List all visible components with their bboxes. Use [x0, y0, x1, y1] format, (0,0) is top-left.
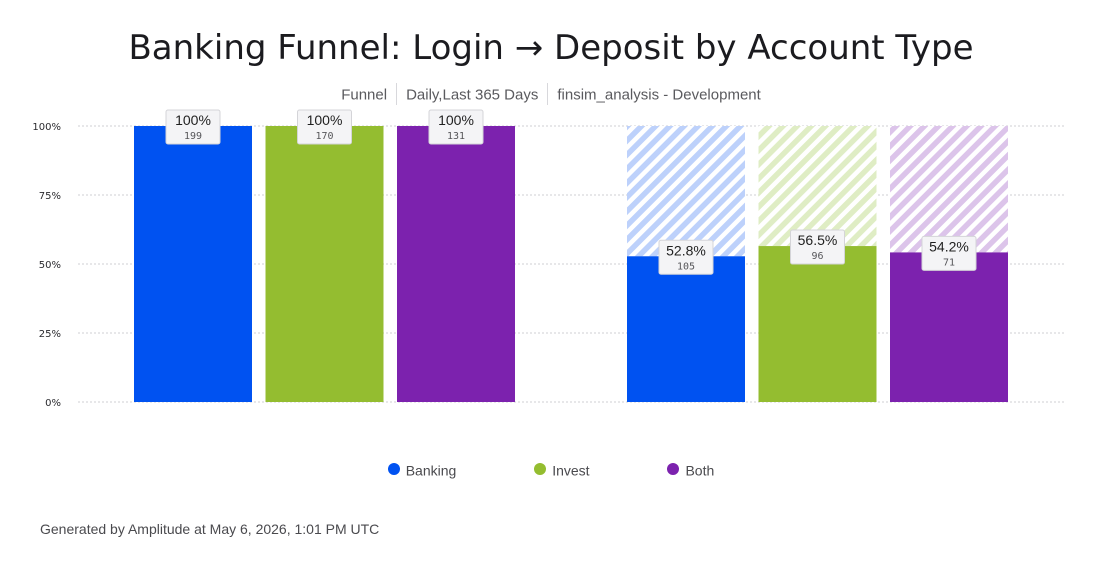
bar-deposit-invest[interactable] [758, 246, 877, 402]
y-tick-label: 100% [32, 122, 61, 133]
dropoff-bar-deposit-invest[interactable] [758, 126, 877, 247]
percent-label: 56.5% [798, 232, 838, 248]
bar-login-invest[interactable] [265, 126, 384, 402]
y-tick-label: 25% [39, 329, 61, 340]
bar-deposit-banking[interactable] [627, 256, 745, 402]
chart-subtitle: Funnel Daily,Last 365 Days finsim_analysis… [0, 83, 1102, 106]
count-label: 105 [677, 261, 695, 272]
data-label-box [790, 229, 845, 265]
data-label-box [428, 109, 484, 145]
chart-legend: Banking Invest Both [0, 461, 1102, 478]
bar-login-banking[interactable] [134, 126, 252, 402]
count-label: 199 [184, 131, 202, 142]
percent-label: 54.2% [929, 238, 969, 254]
legend-dot-both [667, 463, 680, 476]
y-tick-label: 50% [39, 260, 61, 271]
subtitle-divider [396, 83, 398, 105]
y-tick-label: 75% [39, 191, 61, 202]
data-label-box [921, 235, 977, 271]
legend-dot-invest [534, 463, 547, 476]
data-label-box [658, 239, 714, 275]
y-tick-label: 0% [45, 398, 61, 409]
count-label: 131 [447, 131, 465, 142]
chart-title: Banking Funnel: Login → Deposit by Accou… [128, 28, 974, 68]
funnel-chart: 0% 25% 50% 75% 100% 100% 199 100% 170 100% 131 52.… [32, 109, 1064, 409]
count-label: 71 [943, 257, 955, 268]
legend-item-invest[interactable]: Invest [534, 461, 590, 479]
y-axis: 0% 25% 50% 75% 100% [32, 122, 61, 409]
percent-label: 52.8% [666, 242, 706, 258]
count-label: 170 [315, 131, 333, 142]
subtitle-project[interactable]: finsim_analysis - Development [557, 86, 761, 104]
percent-label: 100% [438, 112, 474, 128]
bars[interactable] [134, 126, 1008, 402]
legend-item-banking[interactable]: Banking [387, 461, 457, 479]
dropoff-bar-deposit-both[interactable] [890, 126, 1008, 253]
bar-login-both[interactable] [397, 126, 515, 402]
count-label: 96 [811, 251, 823, 262]
legend-label-invest: Invest [552, 462, 590, 479]
subtitle-chart-type[interactable]: Funnel [341, 86, 388, 104]
dropoff-bar-deposit-banking[interactable] [627, 126, 745, 257]
percent-label: 100% [175, 112, 211, 128]
subtitle-date-range[interactable]: Daily,Last 365 Days [406, 86, 539, 104]
data-label-box [297, 109, 352, 145]
legend-item-both[interactable]: Both [667, 461, 714, 478]
data-label-box [165, 109, 221, 145]
percent-label: 100% [307, 112, 343, 128]
legend-dot-banking [387, 463, 400, 476]
subtitle-divider [547, 83, 549, 105]
bar-deposit-both[interactable] [890, 252, 1008, 402]
generated-footer: Generated by Amplitude at May 6, 2026, 1… [40, 521, 380, 537]
legend-label-both: Both [685, 462, 715, 479]
legend-label-banking: Banking [405, 462, 457, 479]
data-labels: 100% 199 100% 170 100% 131 52.8% 105 56.5% 96 54.2… [165, 109, 977, 275]
